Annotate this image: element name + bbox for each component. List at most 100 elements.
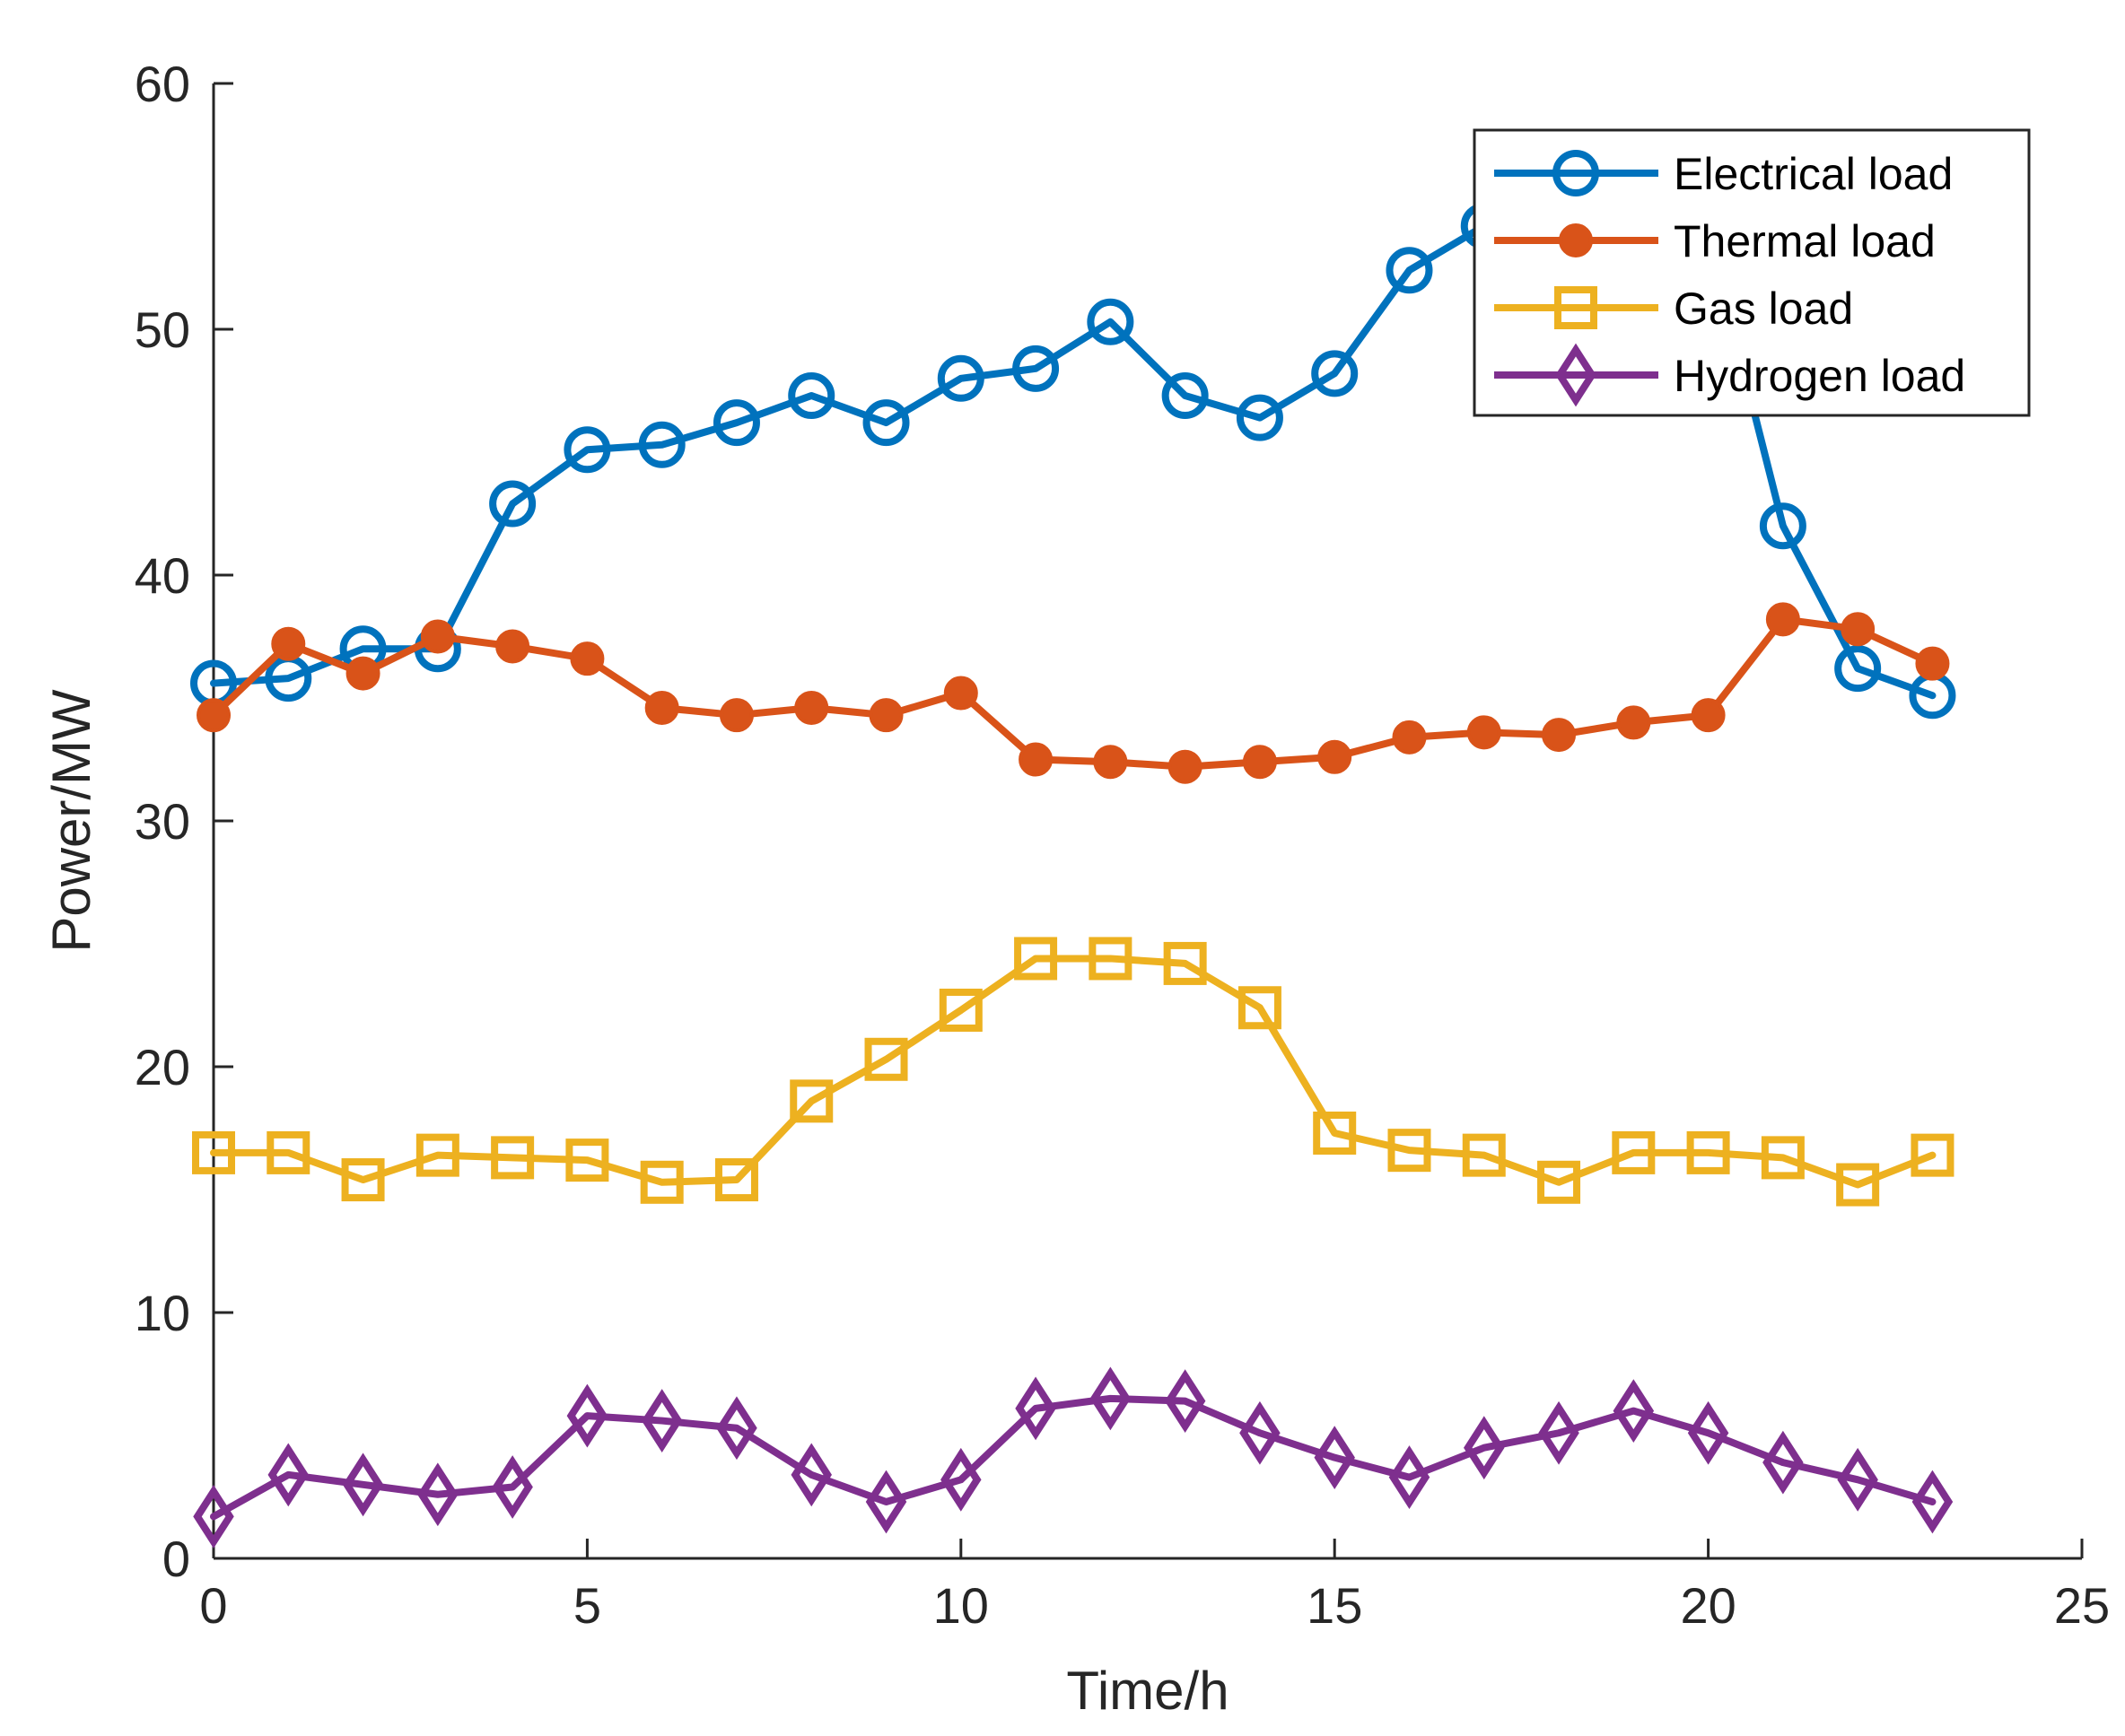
series-line <box>210 1394 1937 1521</box>
data-point <box>495 629 530 664</box>
data-point <box>1837 1447 1878 1512</box>
legend-item: Hydrogen load <box>1494 343 1965 407</box>
data-point <box>1167 749 1202 784</box>
data-point <box>192 1130 235 1174</box>
data-point <box>1089 1366 1132 1431</box>
data-point <box>638 421 686 468</box>
data-point <box>869 698 904 733</box>
data-point <box>1552 150 1599 196</box>
data-point <box>1911 1133 1954 1177</box>
data-point <box>1015 1376 1056 1441</box>
data-point <box>1613 1379 1655 1443</box>
data-point <box>794 690 829 725</box>
data-point <box>943 676 978 711</box>
y-tick-label: 10 <box>135 1285 190 1341</box>
axes: 0 10 20 30 40 50 60 0 5 10 15 20 25 <box>135 56 2110 1634</box>
data-point <box>1163 941 1207 985</box>
legend-label: Electrical load <box>1674 149 1953 199</box>
data-point <box>492 1455 533 1519</box>
series-line <box>210 615 1937 771</box>
legend-label: Hydrogen load <box>1674 351 1965 401</box>
data-point <box>1765 602 1800 637</box>
data-point <box>1237 986 1281 1030</box>
data-point <box>865 1470 907 1534</box>
data-point <box>1019 742 1054 777</box>
data-point <box>1687 1400 1729 1465</box>
data-point <box>342 1452 384 1517</box>
x-tick-label: 5 <box>573 1577 601 1634</box>
data-point <box>1236 394 1283 441</box>
data-point <box>1616 705 1651 740</box>
data-point <box>1386 247 1433 294</box>
data-point <box>719 698 754 733</box>
y-tick-label: 0 <box>162 1531 190 1587</box>
data-point <box>1761 1136 1805 1180</box>
data-point <box>1841 612 1876 647</box>
data-point <box>1464 1416 1505 1480</box>
data-point <box>1686 1130 1730 1174</box>
data-point <box>271 626 306 661</box>
x-tick-label: 25 <box>2054 1577 2110 1634</box>
data-point <box>341 1158 385 1202</box>
data-point <box>1911 1470 1954 1534</box>
data-point <box>1164 1369 1206 1434</box>
data-point <box>1555 343 1596 407</box>
data-point <box>1462 1133 1506 1177</box>
data-point <box>1093 745 1128 780</box>
data-point <box>1554 286 1597 329</box>
y-tick-label: 20 <box>135 1039 190 1095</box>
data-point <box>939 988 983 1032</box>
data-point <box>1612 1130 1656 1174</box>
data-point <box>491 1136 535 1180</box>
x-tick-label: 10 <box>933 1577 989 1634</box>
data-point <box>1012 345 1060 392</box>
data-point <box>937 354 984 402</box>
data-point <box>644 690 679 725</box>
x-axis-label: Time/h <box>1066 1661 1229 1721</box>
data-point <box>1089 937 1132 981</box>
data-point <box>716 1396 757 1461</box>
data-point <box>1834 645 1882 693</box>
data-point <box>566 1383 608 1448</box>
data-point <box>1691 698 1726 733</box>
data-point <box>1559 223 1593 257</box>
data-point <box>1466 715 1501 750</box>
data-point <box>791 1443 832 1507</box>
data-point <box>1239 1400 1281 1465</box>
data-point <box>197 698 231 733</box>
legend-label: Gas load <box>1674 284 1853 334</box>
data-point <box>1836 1163 1880 1207</box>
data-point <box>564 426 611 474</box>
legend-item: Thermal load <box>1494 216 1936 266</box>
data-point <box>1915 646 1950 681</box>
data-point <box>1762 1430 1804 1495</box>
data-point <box>1014 937 1058 981</box>
series-hydrogen-load <box>193 1366 1954 1548</box>
data-point <box>420 619 455 654</box>
data-point <box>415 1133 459 1177</box>
data-point <box>1161 371 1209 419</box>
y-tick-label: 40 <box>135 547 190 604</box>
data-point <box>1313 1111 1357 1155</box>
data-point <box>1392 720 1427 755</box>
y-axis-label: Power/MW <box>41 689 101 953</box>
data-point <box>940 1447 982 1512</box>
series-thermal-load <box>197 602 1950 784</box>
data-point <box>489 480 537 528</box>
data-point <box>345 656 380 691</box>
data-point <box>1311 350 1359 397</box>
series-layer <box>190 134 1956 1548</box>
data-point <box>788 371 835 419</box>
data-point <box>714 1158 758 1202</box>
y-tick-label: 50 <box>135 301 190 358</box>
x-tick-label: 0 <box>199 1577 227 1634</box>
legend-item: Electrical load <box>1494 149 1953 199</box>
data-point <box>1087 298 1134 345</box>
legend: Electrical load Thermal load Gas load Hydro… <box>1473 128 2031 417</box>
data-point <box>1314 1426 1355 1490</box>
series-gas-load <box>192 937 1954 1207</box>
data-point <box>1537 1160 1581 1204</box>
data-point <box>1538 1400 1579 1465</box>
legend-item: Gas load <box>1494 284 1853 334</box>
series-line <box>210 955 1937 1189</box>
